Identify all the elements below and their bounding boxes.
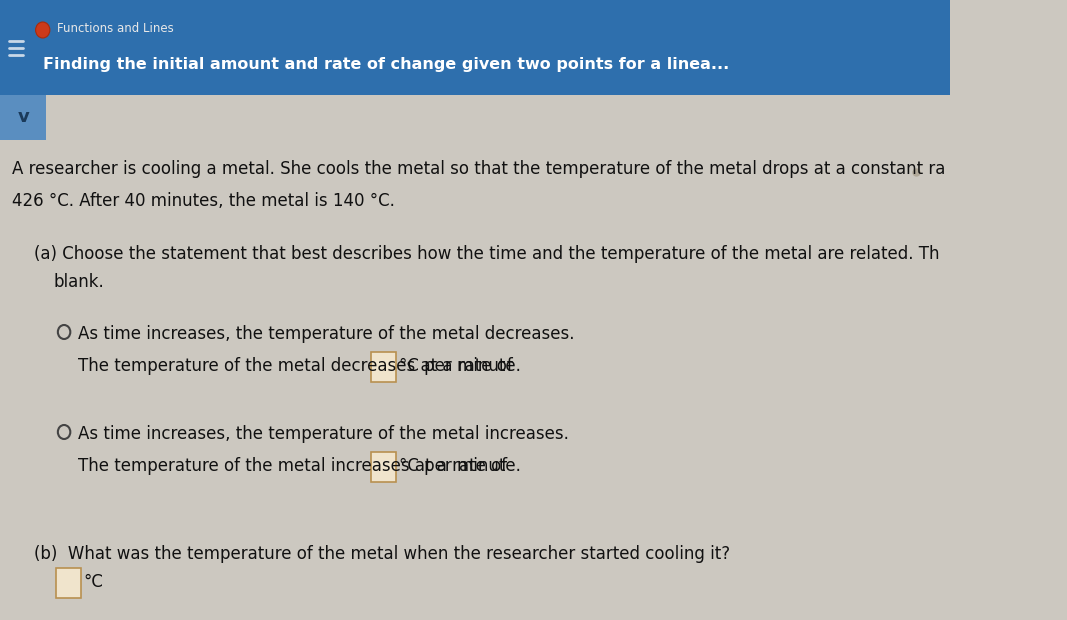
FancyBboxPatch shape (57, 568, 81, 598)
Text: A researcher is cooling a metal. She cools the metal so that the temperature of : A researcher is cooling a metal. She coo… (13, 160, 945, 178)
Text: °C: °C (83, 573, 103, 591)
Text: (a) Choose the statement that best describes how the time and the temperature of: (a) Choose the statement that best descr… (34, 245, 939, 263)
Text: As time increases, the temperature of the metal decreases.: As time increases, the temperature of th… (78, 325, 575, 343)
Text: Functions and Lines: Functions and Lines (57, 22, 174, 35)
Text: (b)  What was the temperature of the metal when the researcher started cooling i: (b) What was the temperature of the meta… (34, 545, 730, 563)
Text: The temperature of the metal decreases at a rate of: The temperature of the metal decreases a… (78, 357, 513, 375)
Text: As time increases, the temperature of the metal increases.: As time increases, the temperature of th… (78, 425, 569, 443)
Circle shape (35, 22, 50, 38)
Text: 426 °C. After 40 minutes, the metal is 140 °C.: 426 °C. After 40 minutes, the metal is 1… (13, 192, 396, 210)
FancyBboxPatch shape (0, 95, 46, 140)
Text: blank.: blank. (53, 273, 105, 291)
Text: °C per minute.: °C per minute. (399, 457, 521, 475)
Text: The temperature of the metal increases at a rate of: The temperature of the metal increases a… (78, 457, 508, 475)
Text: °C per minute.: °C per minute. (399, 357, 521, 375)
FancyBboxPatch shape (0, 0, 950, 95)
Text: v: v (17, 108, 29, 126)
FancyBboxPatch shape (371, 452, 396, 482)
FancyBboxPatch shape (371, 352, 396, 382)
Text: Finding the initial amount and rate of change given two points for a linea...: Finding the initial amount and rate of c… (43, 58, 729, 73)
